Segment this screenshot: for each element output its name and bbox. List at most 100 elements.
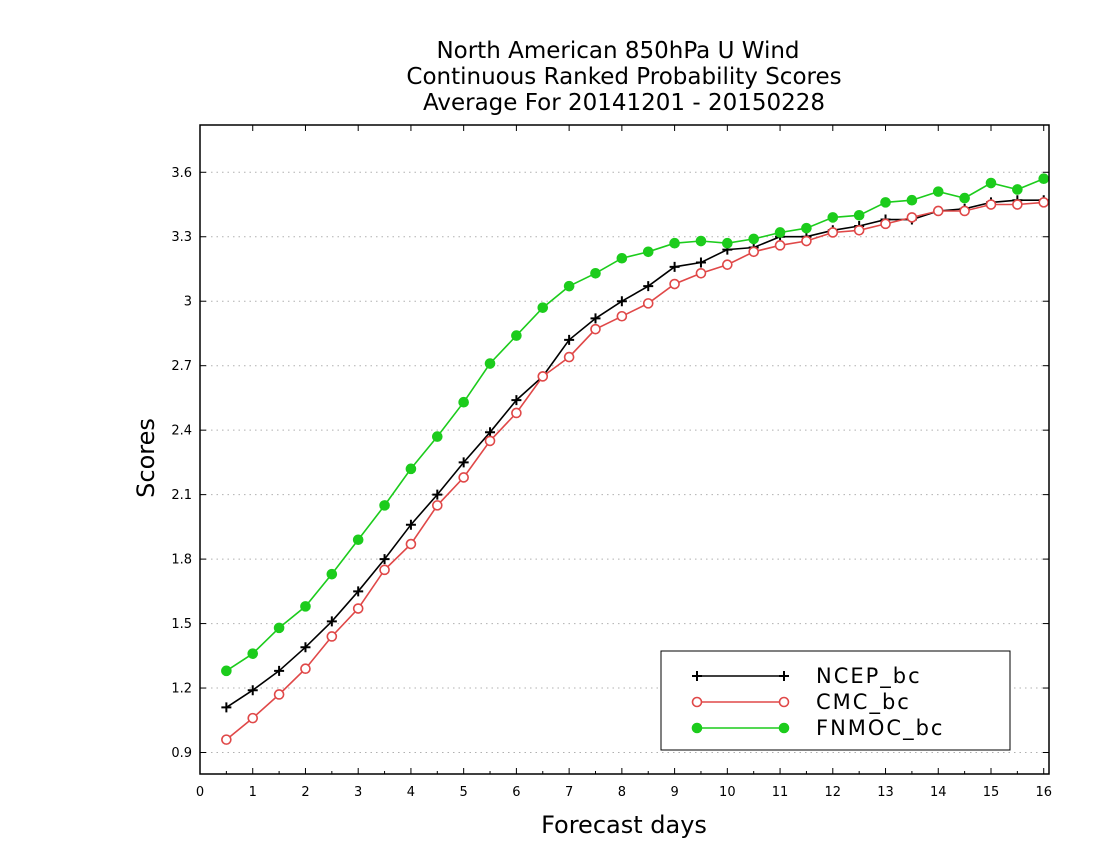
- data-point: [431, 500, 443, 511]
- data-point: [827, 227, 839, 238]
- data-point: [691, 696, 703, 708]
- data-point: [778, 722, 790, 734]
- data-point: [801, 235, 812, 247]
- data-point: [880, 197, 891, 208]
- y-tick-label: 0.9: [171, 746, 192, 761]
- data-point: [779, 671, 789, 681]
- legend-label: NCEP_bc: [816, 664, 922, 689]
- x-axis-label: Forecast days: [541, 811, 707, 839]
- data-point: [590, 323, 601, 335]
- x-tick-label: 2: [301, 785, 309, 800]
- data-point: [405, 538, 417, 550]
- legend-box: [660, 650, 1011, 751]
- chart-title-line-1: North American 850hPa U Wind: [436, 38, 799, 64]
- data-point: [853, 209, 865, 221]
- data-point: [1012, 184, 1023, 195]
- series-cmc-bc: [221, 197, 1050, 745]
- x-tick-label: 5: [460, 785, 468, 800]
- x-tick-label: 6: [512, 785, 520, 800]
- series-layer: [221, 173, 1050, 745]
- legend-label: FNMOC_bc: [816, 716, 944, 741]
- data-point: [300, 663, 311, 674]
- data-point: [247, 712, 259, 724]
- data-point: [300, 642, 311, 653]
- data-point: [537, 371, 549, 382]
- x-tick-label: 9: [670, 785, 678, 800]
- data-point: [616, 296, 627, 307]
- y-axis-ticks: 0.9 1.2 1.5 1.8 2.1 2.4 2.7 3 3.3 3.6: [171, 166, 1049, 761]
- chart-title-line-3: Average For 20141201 - 20150228: [423, 90, 825, 116]
- x-tick-label: 7: [565, 785, 573, 800]
- data-point: [405, 463, 417, 475]
- series-line-fnmoc-bc: [225, 177, 1045, 672]
- data-point: [722, 259, 733, 270]
- data-point: [691, 722, 703, 734]
- data-point: [669, 261, 680, 272]
- data-point: [352, 534, 364, 546]
- data-point: [352, 603, 364, 614]
- y-tick-label: 1.2: [171, 682, 192, 697]
- data-point: [273, 622, 285, 634]
- data-point: [695, 235, 707, 247]
- data-point: [642, 298, 654, 309]
- data-point: [774, 227, 786, 238]
- data-point: [906, 212, 918, 223]
- x-tick-label: 12: [825, 785, 842, 800]
- x-tick-label: 15: [983, 785, 1000, 800]
- data-point: [616, 252, 628, 264]
- data-point: [484, 358, 496, 369]
- x-tick-label: 1: [249, 785, 257, 800]
- data-point: [273, 689, 285, 700]
- x-tick-label: 8: [618, 785, 626, 800]
- data-point: [590, 313, 601, 324]
- data-point: [774, 240, 786, 251]
- y-axis-label: Scores: [132, 418, 160, 498]
- data-point: [274, 665, 285, 676]
- x-tick-label: 16: [1035, 785, 1052, 800]
- data-point: [932, 186, 944, 197]
- y-tick-label: 2.4: [171, 424, 192, 439]
- data-point: [827, 212, 839, 223]
- data-point: [458, 472, 469, 483]
- data-point: [511, 330, 522, 341]
- data-point: [405, 519, 416, 530]
- data-point: [985, 199, 997, 210]
- data-point: [221, 702, 232, 713]
- x-tick-label: 14: [930, 785, 947, 800]
- data-point: [247, 648, 259, 659]
- data-point: [511, 407, 522, 419]
- y-tick-label: 3.3: [171, 230, 192, 245]
- y-tick-label: 3.6: [171, 166, 192, 181]
- data-point: [932, 205, 944, 217]
- data-point: [959, 192, 970, 204]
- x-tick-label: 3: [354, 785, 362, 800]
- legend-item-fnmoc-bc: FNMOC_bc: [691, 716, 944, 741]
- data-point: [484, 435, 496, 447]
- chart-title-line-2: Continuous Ranked Probability Scores: [406, 64, 841, 90]
- data-point: [221, 734, 232, 745]
- data-point: [643, 281, 654, 292]
- data-point: [563, 351, 575, 363]
- data-point: [379, 554, 390, 565]
- data-point: [801, 222, 812, 234]
- data-point: [1038, 173, 1050, 185]
- series-ncep-bc: [221, 195, 1049, 713]
- data-point: [221, 665, 232, 677]
- data-point: [722, 237, 733, 249]
- y-tick-label: 1.5: [171, 617, 192, 632]
- data-point: [1012, 199, 1023, 210]
- data-point: [563, 280, 575, 292]
- data-point: [431, 431, 443, 442]
- x-tick-label: 11: [772, 785, 789, 800]
- data-point: [537, 302, 549, 313]
- data-point: [880, 218, 891, 230]
- x-tick-label: 4: [407, 785, 415, 800]
- y-tick-label: 2.1: [171, 488, 192, 503]
- y-tick-label: 3: [184, 295, 192, 310]
- data-point: [326, 616, 337, 627]
- data-point: [853, 225, 865, 236]
- data-point: [247, 685, 258, 696]
